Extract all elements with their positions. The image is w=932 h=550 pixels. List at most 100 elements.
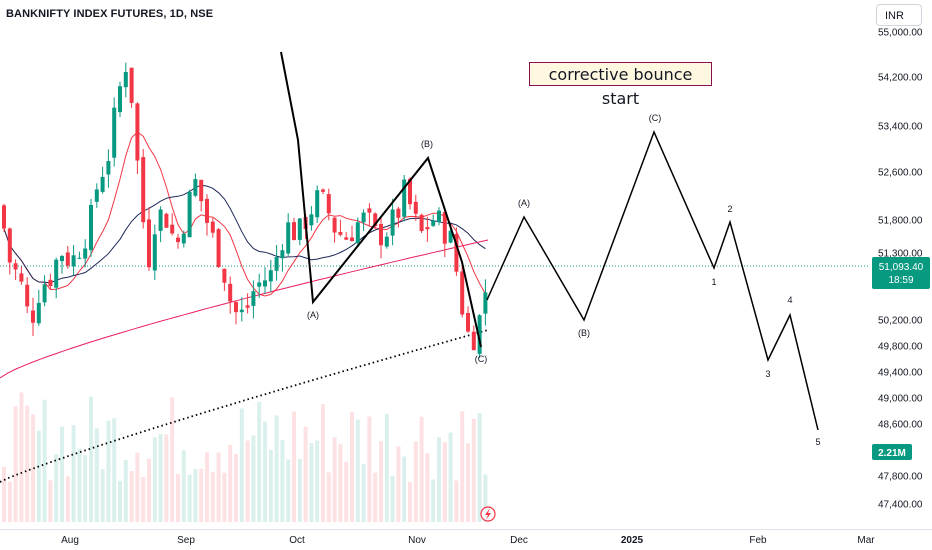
volume-bar — [297, 459, 302, 522]
y-tick-label: 48,600.00 — [878, 420, 923, 431]
volume-bar — [431, 479, 436, 522]
candle-body — [83, 248, 88, 259]
candle-body — [373, 213, 378, 227]
volume-bar — [228, 444, 233, 522]
y-tick-label: 53,400.00 — [878, 122, 923, 133]
volume-bar — [13, 406, 18, 522]
ema-short-line — [3, 131, 486, 297]
volume-bar — [152, 437, 157, 522]
wave-label: 2 — [727, 204, 732, 214]
volume-bar — [274, 415, 279, 522]
candle-body — [344, 237, 349, 240]
volume-bar — [234, 453, 238, 522]
projected-wave-line — [486, 130, 819, 431]
candle-body — [309, 214, 314, 226]
volume-bar — [367, 416, 372, 522]
candle-body — [100, 176, 105, 192]
past-wave-line — [280, 51, 482, 348]
volume-bar — [338, 444, 343, 522]
volume-bar — [48, 480, 53, 522]
y-tick-label: 54,200.00 — [878, 73, 923, 84]
wave-label: 4 — [787, 295, 792, 305]
volume-bar — [141, 476, 146, 522]
volume-bar — [100, 469, 105, 522]
volume-bar — [315, 440, 320, 522]
volume-bar — [71, 425, 76, 522]
volume-bar — [361, 463, 366, 522]
ema-mid-line — [3, 184, 486, 284]
wave-label: 1 — [711, 277, 716, 287]
volume-bar — [118, 480, 122, 522]
volume-bar — [222, 472, 227, 522]
wave-label: (A) — [307, 310, 319, 320]
chart-title: BANKNIFTY INDEX FUTURES, 1D, NSE — [6, 8, 214, 20]
volume-bar — [396, 446, 401, 522]
wave-label: (B) — [421, 139, 433, 149]
candle-body — [170, 224, 175, 234]
candle-body — [60, 256, 64, 262]
candle-body — [367, 208, 372, 213]
candle-body — [129, 67, 134, 103]
volume-bar — [94, 428, 99, 522]
candle-body — [321, 189, 325, 192]
candle-body — [123, 71, 128, 88]
candle-body — [274, 257, 279, 271]
currency-button[interactable]: INR — [876, 4, 922, 26]
candle-body — [280, 250, 285, 259]
volume-badge — [872, 444, 912, 460]
y-tick-label: 49,400.00 — [878, 368, 923, 379]
candle-body — [152, 234, 157, 271]
x-tick-label: Nov — [408, 535, 426, 546]
volume-bar — [355, 419, 360, 522]
candle-body — [112, 107, 117, 158]
volume-bar — [321, 404, 325, 522]
y-tick-label: 47,400.00 — [878, 500, 923, 511]
candle-body — [361, 212, 366, 223]
price-badge-value: 51,093.40 — [879, 262, 924, 273]
volume-bar — [413, 441, 418, 522]
candle-body — [7, 228, 12, 263]
candle-body — [396, 208, 401, 218]
wave-label: (A) — [518, 198, 530, 208]
candle-body — [222, 268, 227, 283]
candle-body — [31, 310, 35, 323]
volume-bar — [216, 452, 221, 522]
volume-bar — [147, 458, 151, 522]
volume-bar — [303, 426, 308, 522]
candle-body — [187, 191, 192, 238]
candle-body — [413, 201, 418, 214]
candle-body — [245, 305, 250, 308]
flash-icon-bolt — [485, 508, 491, 520]
candle-body — [77, 257, 82, 259]
y-tick-label: 51,800.00 — [878, 216, 923, 227]
candle-body — [460, 271, 465, 315]
candle-body — [210, 221, 215, 233]
y-tick-label: 49,800.00 — [878, 342, 923, 353]
volume-bar — [268, 449, 273, 522]
candle-body — [135, 103, 140, 161]
y-tick-label: 50,200.00 — [878, 316, 923, 327]
volume-bar — [164, 434, 169, 522]
candle-body — [48, 279, 53, 287]
y-tick-label: 47,800.00 — [878, 472, 923, 483]
candle-body — [205, 198, 209, 223]
volume-bar — [129, 471, 134, 522]
y-tick-label: 49,000.00 — [878, 394, 923, 405]
volume-bar — [112, 418, 117, 522]
candle-body — [164, 213, 169, 228]
wave-label: (C) — [649, 113, 662, 123]
sma-200-line — [0, 329, 489, 483]
candle-body — [19, 273, 24, 282]
candle-body — [402, 179, 407, 217]
x-tick-label: Oct — [289, 535, 305, 546]
volume-bar — [332, 437, 337, 522]
volume-bar — [123, 459, 128, 522]
annotation-box[interactable]: corrective bounce start — [529, 62, 712, 108]
candle-body — [42, 284, 47, 303]
candle-body — [477, 315, 482, 354]
x-tick-label: Mar — [857, 535, 875, 546]
x-tick-label: Aug — [61, 535, 79, 546]
candle-body — [141, 157, 146, 223]
volume-bar — [239, 408, 244, 522]
